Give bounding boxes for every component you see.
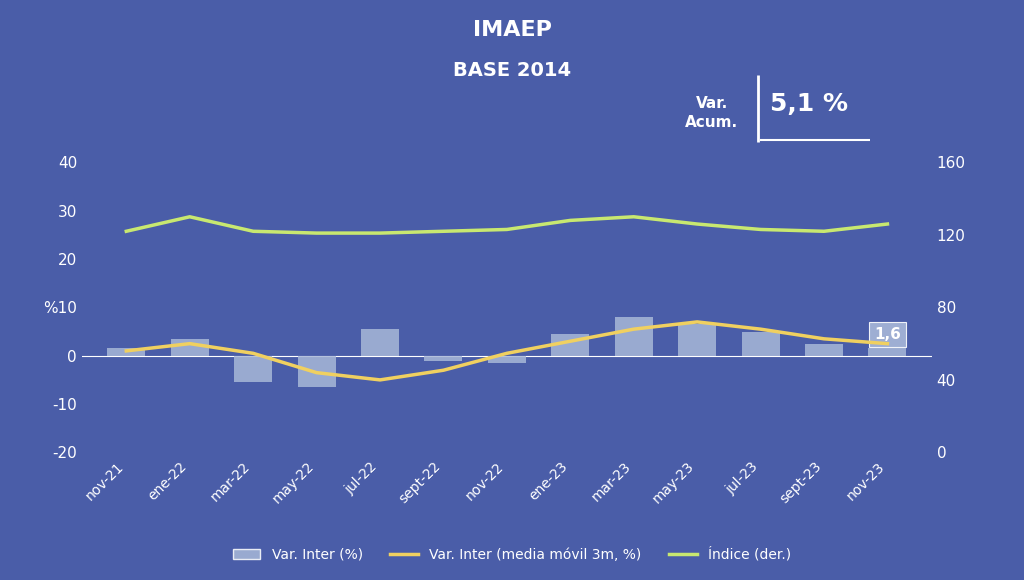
Text: Var.
Acum.: Var. Acum. bbox=[685, 96, 738, 130]
Bar bbox=[551, 334, 590, 356]
Bar bbox=[298, 356, 336, 387]
Bar bbox=[868, 348, 906, 356]
Text: BASE 2014: BASE 2014 bbox=[453, 61, 571, 80]
Bar bbox=[678, 324, 716, 356]
Legend: Var. Inter (%), Var. Inter (media móvil 3m, %), Índice (der.): Var. Inter (%), Var. Inter (media móvil … bbox=[227, 542, 797, 567]
Bar bbox=[361, 329, 399, 356]
Bar bbox=[614, 317, 652, 356]
Bar bbox=[234, 356, 272, 382]
Bar bbox=[424, 356, 463, 361]
Bar bbox=[108, 349, 145, 356]
Text: 1,6: 1,6 bbox=[874, 327, 901, 342]
Bar bbox=[805, 343, 843, 356]
Bar bbox=[171, 339, 209, 356]
Bar bbox=[487, 356, 526, 363]
Text: IMAEP: IMAEP bbox=[472, 20, 552, 40]
Bar bbox=[741, 332, 779, 356]
Text: 5,1 %: 5,1 % bbox=[770, 92, 848, 117]
